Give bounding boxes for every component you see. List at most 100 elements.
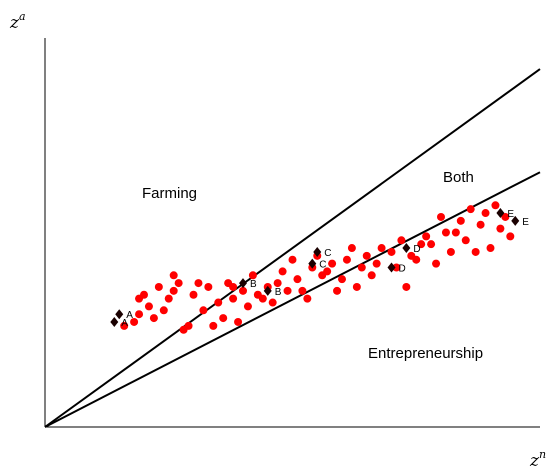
data-point-circle [209, 321, 218, 330]
y-axis-label-base: z [9, 13, 20, 33]
data-point-circle [248, 271, 257, 280]
data-point-circle [243, 302, 252, 311]
data-point-circle [204, 282, 213, 291]
data-point-circle [471, 247, 480, 256]
data-point-circle [417, 240, 426, 249]
data-point-circle [283, 286, 292, 295]
data-point-circle [130, 317, 139, 326]
point-label: B [275, 287, 282, 298]
data-point-diamond [313, 246, 322, 257]
data-point-circle [377, 244, 386, 253]
data-point-circle [441, 228, 450, 237]
data-point-circle [422, 232, 431, 241]
data-point-circle [461, 236, 470, 245]
data-point-circle [298, 286, 307, 295]
data-point-circle [219, 314, 228, 323]
data-point-diamond [402, 243, 411, 254]
data-point-circle [278, 267, 287, 276]
data-point-circle [189, 290, 198, 299]
data-point-circle [199, 306, 208, 315]
data-point-circle [392, 263, 401, 272]
data-point-circle [169, 286, 178, 295]
data-point-diamond [308, 258, 317, 269]
data-point-diamond [239, 278, 247, 289]
data-point-circle [135, 310, 144, 319]
point-label: D [399, 264, 406, 275]
point-label: E [507, 209, 514, 220]
data-point-circle [412, 255, 421, 264]
data-point-circle [144, 302, 153, 311]
data-point-circle [357, 263, 366, 272]
region-label-both: Both [443, 169, 474, 186]
data-point-circle [397, 236, 406, 245]
data-point-diamond [511, 215, 520, 226]
data-point-circle [184, 321, 193, 330]
data-point-circle [194, 279, 203, 288]
data-point-circle [234, 317, 243, 326]
point-label: B [250, 279, 257, 290]
data-point-circle [481, 209, 490, 218]
point-label: D [413, 244, 420, 255]
x-axis-label: zn [529, 448, 546, 471]
data-point-circle [323, 267, 332, 276]
data-point-circle [303, 294, 312, 303]
data-point-circle [446, 247, 455, 256]
data-point-circle [120, 321, 129, 330]
data-point-diamond [263, 285, 272, 296]
y-axis-label-sup: a [19, 10, 26, 23]
data-point-circle [486, 244, 495, 253]
data-point-circle [372, 259, 381, 268]
point-label: A [121, 318, 128, 329]
data-point-circle [293, 275, 302, 284]
data-point-diamond [115, 309, 124, 320]
data-point-circle [387, 247, 396, 256]
data-point-diamond [496, 208, 505, 219]
data-point-circle [164, 294, 173, 303]
axes [44, 38, 540, 428]
x-axis-label-base: z [529, 451, 540, 471]
region-label-entrepreneurship: Entrepreneurship [368, 345, 483, 362]
data-point-circle [229, 282, 238, 291]
point-label: E [522, 217, 529, 228]
boundary-line-1 [44, 68, 541, 428]
data-point-circle [214, 298, 223, 307]
data-point-circle [427, 240, 436, 249]
data-point-circle [491, 201, 500, 210]
data-point-circle [402, 282, 411, 291]
y-axis-label: za [9, 10, 26, 33]
boundary-lines [44, 68, 541, 428]
data-points [110, 201, 520, 334]
data-point-circle [451, 228, 460, 237]
data-point-circle [174, 279, 183, 288]
data-point-circle [496, 224, 505, 233]
data-point-circle [347, 244, 356, 253]
point-label: C [324, 248, 331, 259]
data-point-circle [456, 216, 465, 225]
data-point-circle [288, 255, 297, 264]
data-point-circle [501, 212, 510, 221]
data-point-circle [229, 294, 238, 303]
point-label: C [319, 260, 326, 271]
data-point-circle [149, 314, 158, 323]
data-point-circle [432, 259, 441, 268]
data-point-circle [239, 286, 247, 295]
data-point-circle [466, 205, 475, 214]
data-point-circle [154, 282, 163, 291]
data-point-circle [342, 255, 351, 264]
data-point-circle [159, 306, 168, 315]
data-point-circle [169, 271, 178, 280]
data-point-circle [362, 251, 371, 260]
data-point-circle [258, 294, 267, 303]
data-point-circle [437, 212, 445, 221]
point-labels: AA B B CC DD EE [121, 209, 529, 329]
data-point-circle [506, 232, 515, 241]
data-point-circle [328, 259, 337, 268]
data-point-circle [333, 286, 342, 295]
boundary-line-2 [44, 171, 541, 428]
data-point-circle [352, 282, 361, 291]
data-point-diamond [387, 262, 396, 273]
data-point-circle [476, 220, 485, 229]
data-point-circle [273, 279, 282, 288]
